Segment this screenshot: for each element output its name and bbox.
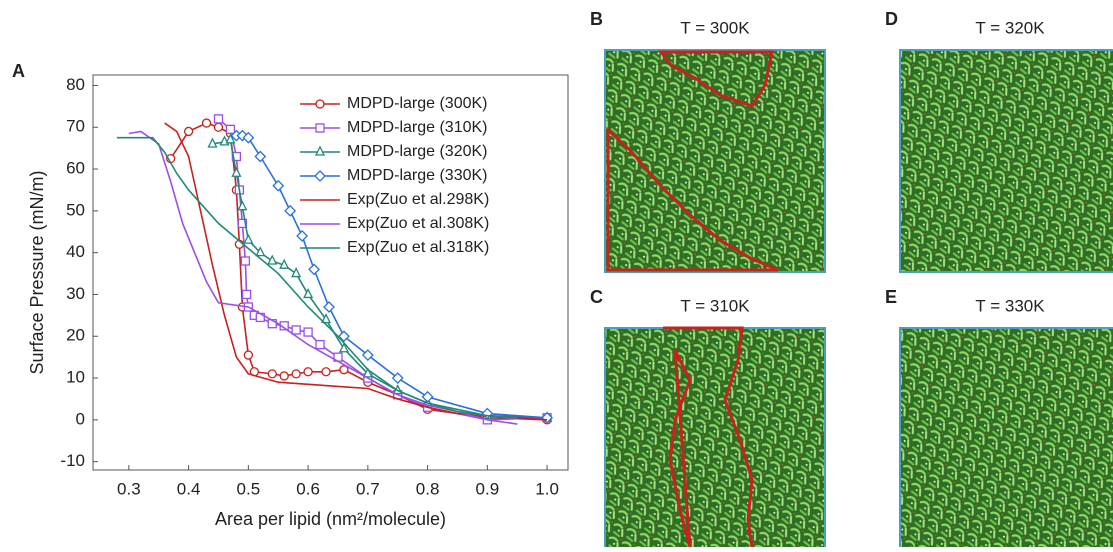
data-point bbox=[267, 254, 278, 265]
y-tick-label: 10 bbox=[66, 368, 85, 387]
panel-title: T = 330K bbox=[975, 296, 1045, 315]
x-tick-label: 0.4 bbox=[177, 479, 201, 498]
data-point bbox=[237, 218, 248, 229]
x-tick-label: 1.0 bbox=[535, 479, 559, 498]
data-point bbox=[213, 114, 224, 124]
legend-label: Exp(Zuo et al.308K) bbox=[347, 215, 489, 232]
plot-frame bbox=[92, 74, 569, 471]
data-point bbox=[201, 118, 212, 128]
data-point bbox=[291, 369, 301, 379]
legend-label: MDPD-large (300K) bbox=[347, 95, 487, 112]
data-point bbox=[303, 367, 313, 377]
data-point bbox=[213, 122, 224, 132]
data-point bbox=[183, 126, 194, 137]
data-point bbox=[225, 124, 236, 134]
panel-label: D bbox=[885, 9, 898, 29]
x-axis-label: Area per lipid (nm²/molecule) bbox=[215, 509, 446, 529]
data-point bbox=[315, 99, 325, 109]
data-point bbox=[207, 137, 218, 148]
x-tick-label: 0.8 bbox=[416, 479, 440, 498]
data-point bbox=[362, 367, 373, 378]
data-point bbox=[296, 230, 309, 242]
data-point bbox=[338, 342, 349, 353]
snapshot bbox=[899, 49, 1113, 273]
simulation-images bbox=[604, 49, 1113, 551]
panel-title: T = 320K bbox=[975, 18, 1045, 37]
data-point bbox=[231, 151, 242, 162]
data-point bbox=[279, 371, 289, 381]
y-tick-label: 50 bbox=[66, 200, 85, 219]
data-point bbox=[339, 365, 349, 375]
y-tick-label: -10 bbox=[60, 451, 85, 470]
x-tick-label: 0.3 bbox=[117, 479, 141, 498]
panel-title: T = 310K bbox=[680, 296, 750, 315]
snapshot bbox=[899, 327, 1113, 551]
y-tick-label: 40 bbox=[66, 242, 85, 261]
legend-label: Exp(Zuo et al.318K) bbox=[347, 239, 489, 256]
data-point bbox=[291, 267, 302, 278]
domain-outline bbox=[657, 50, 774, 108]
snapshot bbox=[604, 327, 826, 551]
data-point bbox=[391, 372, 404, 384]
y-tick-label: 70 bbox=[66, 117, 85, 136]
legend-label: MDPD-large (310K) bbox=[347, 119, 487, 136]
y-tick-label: 30 bbox=[66, 284, 85, 303]
legend-label: MDPD-large (320K) bbox=[347, 143, 487, 160]
data-point bbox=[237, 200, 248, 211]
data-point bbox=[291, 325, 301, 335]
panel-label: A bbox=[12, 61, 25, 81]
data-point bbox=[338, 330, 350, 343]
y-tick-label: 0 bbox=[76, 409, 85, 428]
data-point bbox=[272, 179, 285, 192]
data-point bbox=[225, 133, 236, 144]
data-point bbox=[361, 349, 374, 361]
y-tick-label: 60 bbox=[66, 159, 85, 178]
data-point bbox=[303, 287, 314, 299]
legend-label: Exp(Zuo et al.298K) bbox=[347, 191, 489, 208]
legend-label: MDPD-large (330K) bbox=[347, 167, 487, 184]
panel-title: T = 300K bbox=[680, 18, 750, 37]
data-point bbox=[320, 313, 332, 324]
x-tick-label: 0.5 bbox=[237, 479, 261, 498]
data-point bbox=[243, 350, 253, 360]
data-point bbox=[279, 258, 290, 269]
data-point bbox=[255, 246, 266, 257]
data-point bbox=[308, 263, 320, 276]
y-tick-label: 80 bbox=[66, 75, 85, 94]
y-tick-label: 20 bbox=[66, 326, 85, 345]
data-point bbox=[314, 170, 326, 182]
x-tick-label: 0.7 bbox=[356, 479, 380, 498]
data-point bbox=[314, 145, 326, 156]
data-point bbox=[240, 256, 251, 266]
y-axis-label: Surface Pressure (mN/m) bbox=[27, 170, 47, 374]
panel-label: C bbox=[590, 287, 603, 307]
data-point bbox=[231, 166, 242, 177]
x-tick-label: 0.6 bbox=[296, 479, 320, 498]
data-point bbox=[243, 233, 254, 244]
data-point bbox=[321, 367, 331, 377]
data-point bbox=[421, 390, 434, 403]
x-tick-label: 0.9 bbox=[476, 479, 500, 498]
data-point bbox=[315, 123, 325, 133]
data-point bbox=[323, 301, 335, 313]
series-line bbox=[116, 136, 518, 419]
domain-outline bbox=[663, 326, 754, 548]
data-point bbox=[241, 289, 252, 300]
domain-outline bbox=[606, 126, 779, 272]
data-point bbox=[254, 150, 267, 163]
panel-label: E bbox=[885, 287, 897, 307]
series-line bbox=[128, 130, 518, 425]
data-point bbox=[303, 327, 313, 337]
data-point bbox=[284, 204, 297, 217]
data-point bbox=[242, 131, 255, 144]
panel-label: B bbox=[590, 9, 603, 29]
data-point bbox=[315, 339, 325, 350]
data-point bbox=[267, 369, 277, 379]
